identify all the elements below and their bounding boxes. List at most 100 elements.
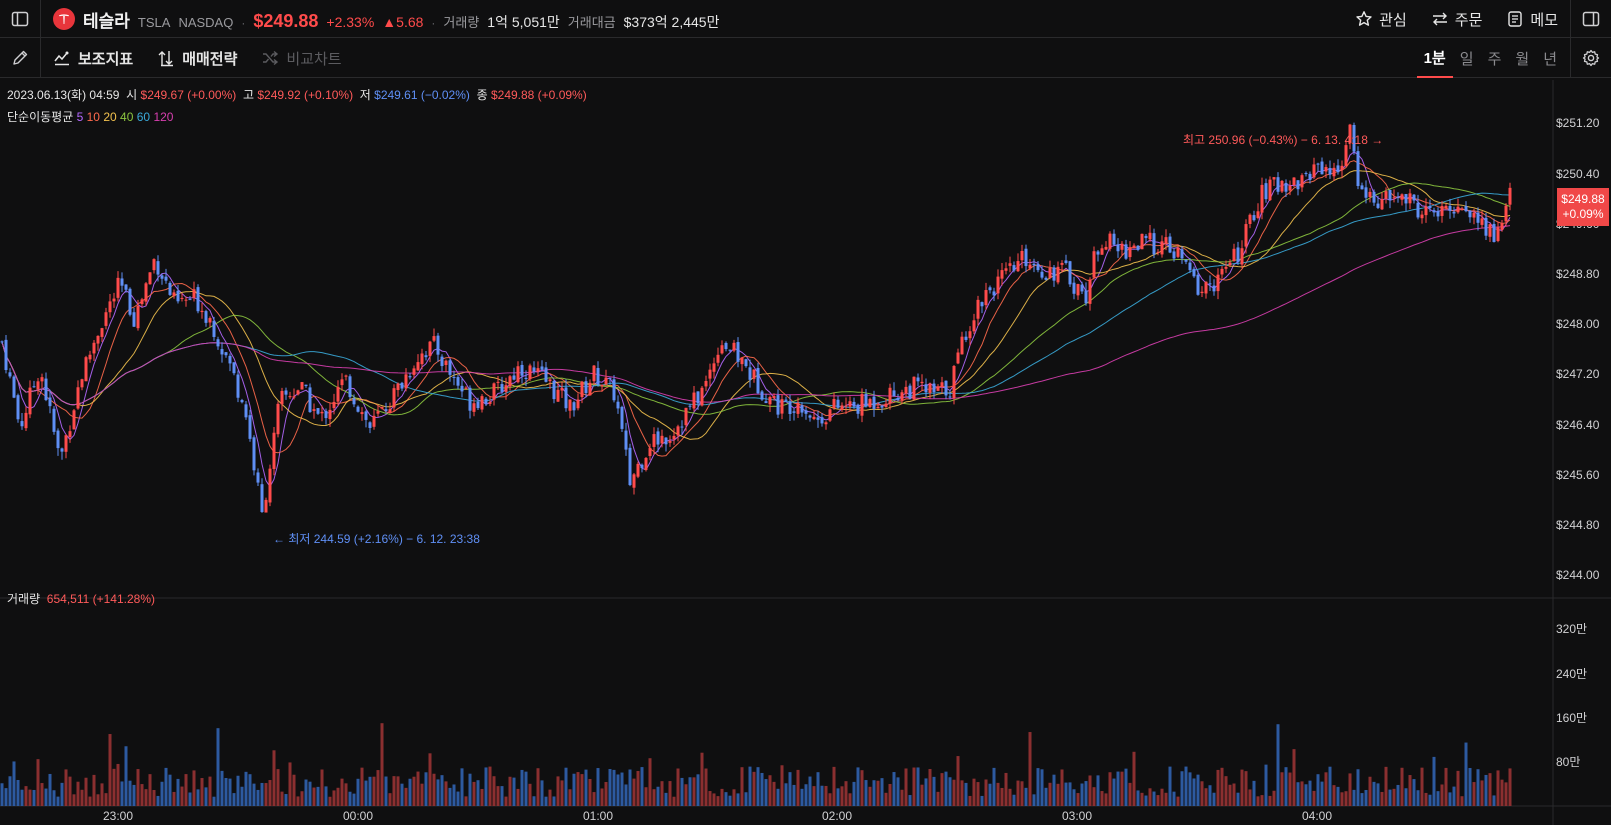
volume-bar [1116, 771, 1120, 806]
candle-body [792, 411, 796, 413]
candle-body [728, 349, 732, 351]
ma-legend[interactable]: 단순이동평균 5 10 20 40 60 120 [7, 108, 173, 125]
ma-line-5 [1, 151, 1511, 488]
volume-bar [204, 787, 208, 806]
volume-bar [432, 773, 436, 806]
volume-bar [272, 750, 276, 806]
candle-body [480, 396, 484, 410]
low-value: $249.61 (−0.02%) [374, 88, 470, 102]
volume-bar [540, 780, 544, 806]
candle-body [896, 397, 900, 401]
candle-body [1504, 205, 1508, 222]
draw-button[interactable] [0, 38, 40, 78]
candle-body [1440, 206, 1444, 216]
period-1min-tab[interactable]: 1분 [1416, 38, 1453, 78]
candle-body [148, 272, 152, 285]
period-week-tab[interactable]: 주 [1487, 50, 1502, 68]
candle-body [336, 386, 340, 402]
top-header: 테슬라 TSLA NASDAQ · $249.88 +2.33% ▲5.68 ·… [0, 0, 1611, 38]
volume-bar [1012, 794, 1016, 806]
chart-settings-button[interactable] [1571, 38, 1611, 78]
volume-bar [852, 781, 856, 806]
volume-bar [964, 782, 968, 806]
close-value: $249.88 (+0.09%) [490, 88, 587, 102]
volume-bar [156, 795, 160, 806]
candle-body [204, 311, 208, 323]
volume-bar [904, 768, 908, 806]
volume-bar [372, 776, 376, 806]
candle-body [348, 376, 352, 398]
candle-body [628, 447, 632, 486]
candle-body [976, 299, 980, 319]
volume-bar [304, 779, 308, 806]
period-day-tab[interactable]: 일 [1459, 50, 1474, 68]
candle-body [1264, 183, 1268, 200]
volume-bar [976, 782, 980, 806]
candle-body [72, 410, 76, 430]
volume-bar [264, 783, 268, 806]
watchlist-button[interactable]: 관심 [1343, 9, 1419, 30]
volume-bar [1264, 764, 1268, 806]
candle-body [1176, 247, 1180, 257]
volume-bar [224, 777, 228, 806]
volume-bar [872, 780, 876, 806]
ma-5: 5 [76, 110, 84, 124]
sidebar-toggle-button[interactable] [0, 0, 40, 38]
trading-strategy-button[interactable]: 매매전략 [145, 48, 249, 69]
candle-body [1076, 284, 1080, 296]
price-chart[interactable] [0, 78, 1611, 825]
memo-button[interactable]: 메모 [1494, 9, 1570, 30]
volume-bar [28, 789, 32, 806]
candle-body [1368, 191, 1372, 197]
candle-body [128, 288, 132, 315]
candle-body [708, 369, 712, 379]
candle-body [280, 390, 284, 405]
candle-body [300, 382, 304, 390]
right-panel-toggle-button[interactable] [1571, 0, 1611, 38]
volume-bar [180, 786, 184, 806]
candle-body [308, 387, 312, 413]
volume-bar [1148, 788, 1152, 806]
indicators-button[interactable]: 보조지표 [41, 48, 145, 69]
candle-body [676, 426, 680, 436]
volume-bar [1412, 779, 1416, 806]
volume-bar [1088, 775, 1092, 806]
volume-bar [876, 780, 880, 806]
candle-body [692, 392, 696, 409]
indicator-chart-icon [54, 51, 69, 66]
compare-chart-button[interactable]: 비교차트 [249, 48, 353, 69]
candle-body [784, 399, 788, 401]
volume-bar [364, 780, 368, 806]
candle-body [1180, 249, 1184, 259]
volume-bar [1352, 789, 1356, 806]
volume-bar [1180, 771, 1184, 806]
volume-bar [184, 774, 188, 806]
candle-body [172, 292, 176, 297]
candle-body [900, 392, 904, 401]
volume-label: 거래량 [7, 592, 41, 606]
candle-body [1024, 248, 1028, 267]
volume-bar [128, 780, 132, 806]
volume-bar [1244, 771, 1248, 806]
volume-bar [1124, 768, 1128, 806]
volume-bar [740, 767, 744, 806]
candle-body [1020, 250, 1024, 261]
volume-bar [500, 786, 504, 806]
candle-body [1052, 267, 1056, 281]
period-month-tab[interactable]: 월 [1515, 50, 1530, 68]
volume-bar [296, 796, 300, 806]
candle-body [980, 302, 984, 307]
candle-body [88, 354, 92, 360]
volume-bar [1212, 792, 1216, 806]
volume-bar [1176, 796, 1180, 806]
volume-bar [1400, 767, 1404, 806]
period-year-tab[interactable]: 년 [1543, 50, 1557, 68]
stock-name[interactable]: 테슬라 [83, 11, 130, 31]
volume-bar [1444, 767, 1448, 806]
candle-body [512, 375, 516, 380]
order-button[interactable]: 주문 [1419, 9, 1495, 30]
volume-bar [844, 781, 848, 806]
high-annotation: 최고 250.96 (−0.43%) − 6. 13. 4:18 → [1183, 133, 1384, 147]
candle-body [636, 463, 640, 477]
candle-body [1192, 268, 1196, 277]
